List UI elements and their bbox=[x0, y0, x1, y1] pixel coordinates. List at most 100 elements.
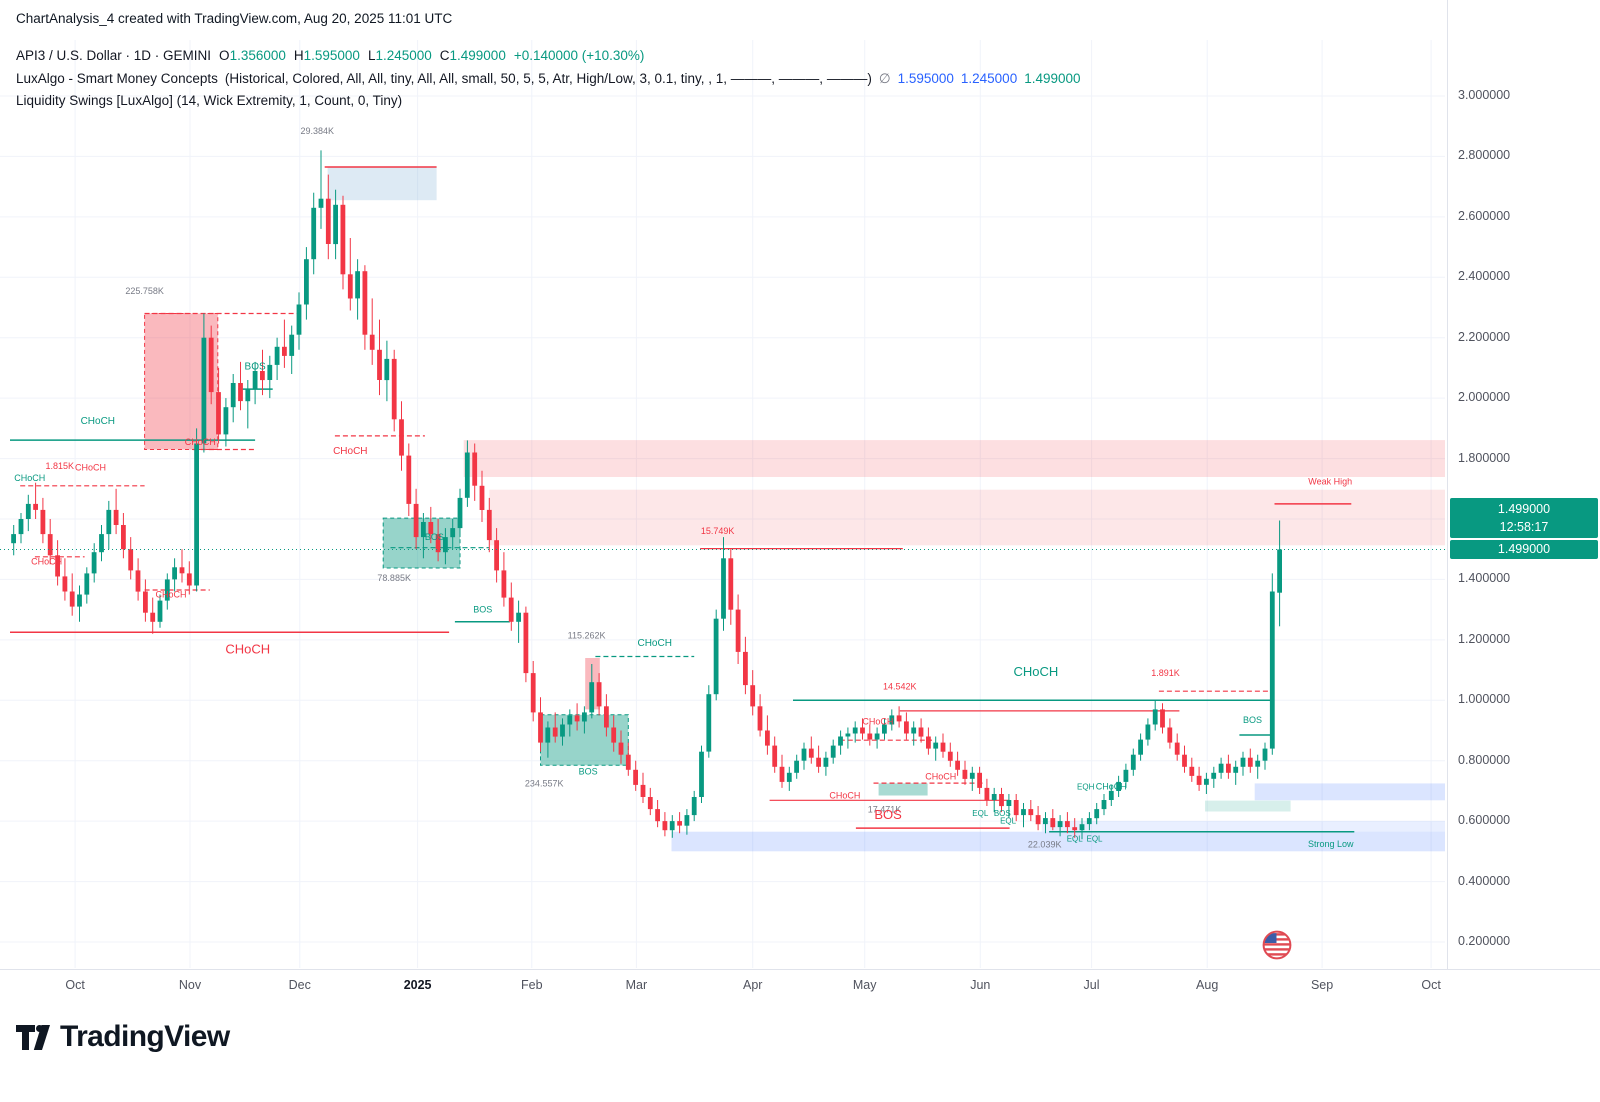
svg-text:15.749K: 15.749K bbox=[701, 526, 735, 536]
svg-text:CHoCH: CHoCH bbox=[862, 717, 893, 727]
svg-text:BOS: BOS bbox=[245, 361, 266, 372]
price-axis-label: 2.400000 bbox=[1458, 269, 1511, 284]
tradingview-logo-text: TradingView bbox=[60, 1020, 230, 1053]
indicator-liquidity-title[interactable]: Liquidity Swings [LuxAlgo] (14, Wick Ext… bbox=[16, 93, 403, 108]
svg-text:EQL: EQL bbox=[972, 809, 989, 818]
svg-text:CHoCH: CHoCH bbox=[225, 642, 270, 657]
time-axis-label: 2025 bbox=[403, 978, 432, 992]
price-axis-label: 1.200000 bbox=[1458, 631, 1511, 646]
svg-text:78.885K: 78.885K bbox=[377, 573, 411, 583]
svg-text:CHoCH: CHoCH bbox=[925, 772, 956, 782]
time-axis-label: Mar bbox=[625, 978, 648, 992]
svg-text:CHoCH: CHoCH bbox=[829, 791, 860, 801]
time-axis-label: Jun bbox=[970, 978, 991, 992]
indicator-smc-params: (Historical, Colored, All, All, tiny, Al… bbox=[224, 70, 872, 86]
time-axis-label: Aug bbox=[1196, 978, 1219, 992]
svg-text:BOS: BOS bbox=[994, 809, 1011, 818]
last-price-value: 1.499000 bbox=[1497, 502, 1551, 516]
svg-text:17.471K: 17.471K bbox=[868, 805, 902, 815]
price-axis-label: 1.000000 bbox=[1458, 692, 1511, 707]
window-title: ChartAnalysis_4 created with TradingView… bbox=[16, 11, 453, 26]
smc-value-low: 1.245000 bbox=[960, 70, 1018, 86]
time-axis-label: Dec bbox=[288, 978, 311, 992]
tradingview-logo-icon bbox=[16, 1024, 50, 1050]
price-line-value: 1.499000 bbox=[1497, 542, 1551, 556]
svg-text:234.557K: 234.557K bbox=[525, 778, 564, 788]
smc-value-high: 1.595000 bbox=[897, 70, 954, 86]
price-axis-label: 0.600000 bbox=[1458, 813, 1511, 828]
price-line-badge: 1.499000 bbox=[1450, 540, 1598, 559]
svg-text:CHoCH: CHoCH bbox=[155, 590, 186, 600]
price-axis-label: 1.400000 bbox=[1458, 571, 1511, 586]
svg-text:CHoCH: CHoCH bbox=[75, 463, 106, 473]
svg-text:CHoCH: CHoCH bbox=[81, 416, 115, 427]
svg-text:CHoCH: CHoCH bbox=[1014, 664, 1059, 679]
time-axis-label: Oct bbox=[65, 978, 85, 992]
svg-text:225.758K: 225.758K bbox=[125, 286, 164, 296]
candles-layer bbox=[11, 150, 1282, 840]
indicator-row-smc: LuxAlgo - Smart Money Concepts (Historica… bbox=[16, 68, 1081, 91]
svg-text:Strong Low: Strong Low bbox=[1308, 839, 1354, 849]
price-axis-label: 0.800000 bbox=[1458, 752, 1511, 767]
price-axis-label: 0.400000 bbox=[1458, 873, 1511, 888]
change-value: +0.140000 (+10.30%) bbox=[513, 48, 645, 63]
smc-value-close: 1.499000 bbox=[1024, 70, 1081, 86]
open-value: 1.356000 bbox=[229, 48, 286, 63]
svg-text:Weak High: Weak High bbox=[1308, 476, 1352, 486]
chart-legend: API3 / U.S. Dollar · 1D · GEMINI O1.35600… bbox=[16, 45, 1081, 113]
close-label: C bbox=[439, 48, 450, 63]
values-toggle-icon[interactable]: ∅ bbox=[878, 70, 891, 86]
price-axis-label: 1.800000 bbox=[1458, 450, 1511, 465]
low-label: L bbox=[367, 48, 376, 63]
time-axis-label: Apr bbox=[743, 978, 763, 992]
price-axis-label: 2.800000 bbox=[1458, 148, 1511, 163]
price-axis-label: 3.000000 bbox=[1458, 88, 1511, 102]
price-axis[interactable]: 1.499000 12:58:17 1.499000 3.000000 2.800… bbox=[1447, 0, 1600, 969]
close-value: 1.499000 bbox=[449, 48, 506, 63]
svg-text:BOS: BOS bbox=[579, 766, 598, 776]
svg-text:BOS: BOS bbox=[874, 807, 902, 822]
svg-text:1.815K: 1.815K bbox=[46, 461, 75, 471]
svg-text:EQH: EQH bbox=[1077, 782, 1095, 791]
time-axis-label: Jul bbox=[1083, 978, 1100, 992]
indicator-smc-title[interactable]: LuxAlgo - Smart Money Concepts bbox=[16, 70, 218, 86]
indicator-row-liquidity: Liquidity Swings [LuxAlgo] (14, Wick Ext… bbox=[16, 90, 1081, 113]
time-axis-label: Feb bbox=[520, 978, 543, 992]
svg-text:CHoCH: CHoCH bbox=[31, 556, 62, 566]
last-price-badge: 1.499000 12:58:17 bbox=[1450, 498, 1598, 538]
annotations-layer: 1.815K 225.758K 29.384K 78.885K 115.262K 234.… bbox=[14, 126, 1354, 850]
high-value: 1.595000 bbox=[303, 48, 360, 63]
structure-lines-layer bbox=[10, 166, 1355, 833]
svg-text:CHoCH: CHoCH bbox=[1096, 781, 1127, 791]
time-axis-label: Sep bbox=[1310, 978, 1334, 992]
open-label: O bbox=[219, 48, 230, 63]
price-axis-label: 2.000000 bbox=[1458, 390, 1511, 405]
footer: TradingView bbox=[16, 1020, 230, 1054]
price-axis-label: 0.200000 bbox=[1458, 934, 1511, 948]
price-axis-label: 2.600000 bbox=[1458, 208, 1511, 223]
us-flag-icon bbox=[1262, 930, 1292, 965]
svg-text:CHoCH: CHoCH bbox=[637, 638, 671, 649]
price-axis-label: 2.200000 bbox=[1458, 329, 1511, 344]
svg-text:CHoCH: CHoCH bbox=[333, 446, 367, 457]
bar-countdown: 12:58:17 bbox=[1499, 520, 1549, 534]
svg-text:115.262K: 115.262K bbox=[568, 630, 606, 640]
svg-text:EQL: EQL bbox=[1067, 834, 1084, 843]
svg-text:14.542K: 14.542K bbox=[883, 682, 917, 692]
time-axis[interactable]: Oct Nov Dec 2025 Feb Mar Apr May Jun Jul Aug Sep Oct bbox=[0, 969, 1600, 1003]
svg-text:1.891K: 1.891K bbox=[1151, 668, 1180, 678]
svg-text:BOS: BOS bbox=[425, 532, 444, 542]
time-axis-label: May bbox=[852, 978, 877, 992]
time-axis-label: Nov bbox=[178, 978, 202, 992]
high-label: H bbox=[293, 48, 304, 63]
symbol-title[interactable]: API3 / U.S. Dollar · 1D · GEMINI bbox=[16, 48, 212, 63]
svg-text:22.039K: 22.039K bbox=[1028, 840, 1062, 850]
low-value: 1.245000 bbox=[375, 48, 432, 63]
time-axis-label: Oct bbox=[1421, 978, 1441, 992]
symbol-row: API3 / U.S. Dollar · 1D · GEMINI O1.35600… bbox=[16, 45, 1081, 68]
svg-text:EQL: EQL bbox=[1086, 834, 1103, 843]
tradingview-logo[interactable]: TradingView bbox=[16, 1020, 230, 1054]
svg-text:BOS: BOS bbox=[1243, 715, 1262, 725]
